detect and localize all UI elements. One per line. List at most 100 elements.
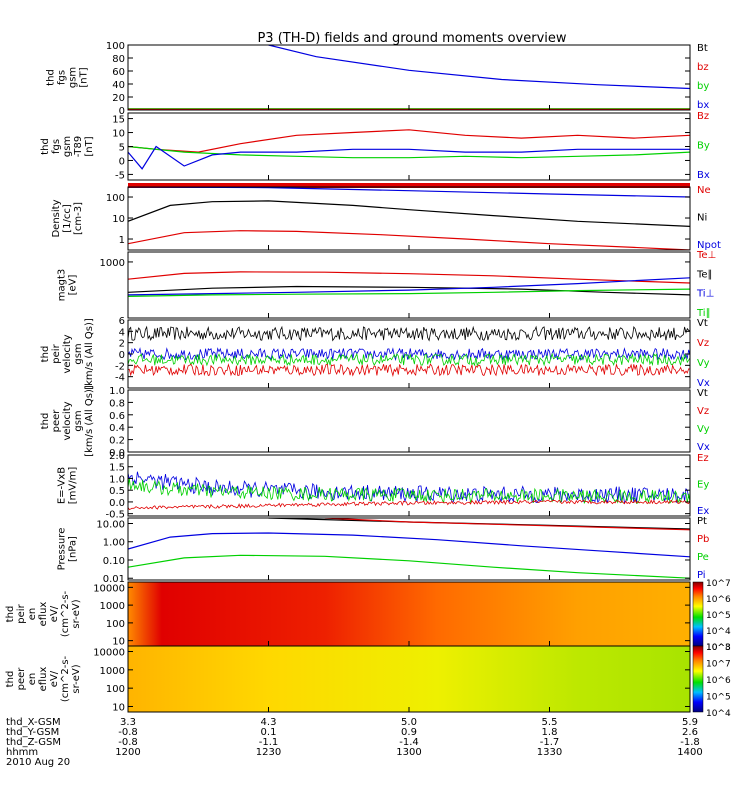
y-axis-label: peir	[51, 343, 62, 363]
series-line-Pb	[324, 518, 690, 531]
series-line-Te⊥	[128, 271, 690, 284]
legend-entry: Pi	[697, 570, 706, 581]
y-tick-label: 10000	[93, 648, 125, 659]
legend-entry: Pb	[697, 534, 709, 545]
y-axis-label: fgs	[51, 139, 62, 154]
y-tick-label: 1000	[100, 258, 125, 269]
legend-entry: Vx	[697, 378, 710, 389]
legend-entry: By	[697, 141, 710, 152]
heatmap-fill	[128, 646, 690, 712]
x-tick-value: 1330	[537, 747, 562, 758]
y-axis-label: [nPa]	[68, 536, 79, 562]
y-tick-label: -0.5	[105, 510, 125, 521]
legend-entry: Ti∥	[696, 308, 711, 319]
y-tick-label: 5	[119, 143, 125, 154]
y-axis-label: velocity	[62, 334, 73, 373]
y-tick-label: 0	[119, 350, 125, 361]
y-axis-label: eV/	[49, 605, 60, 622]
y-tick-label: 15	[112, 115, 125, 126]
x-tick-value: 0.9	[401, 727, 417, 738]
colorbar-tick-label: 10^7	[706, 660, 731, 670]
series-line-Pe	[128, 554, 690, 579]
y-tick-label: 0.01	[103, 574, 125, 585]
colorbar-tick-label: 10^5	[706, 611, 731, 621]
x-axis-row-label: thd_Z-GSM	[6, 737, 61, 748]
y-tick-label: 4	[119, 327, 125, 338]
heatmap-fill	[128, 582, 690, 646]
series-group	[128, 45, 690, 110]
panel-peir_en_eflux: 10^3 10^4 10^5 10^6 10^7 10 100 1000 10000 thd pei…	[5, 579, 731, 653]
legend-entry: Vz	[697, 406, 709, 417]
y-axis-label: gsm	[73, 410, 84, 431]
legend-entry: Pt	[697, 516, 707, 527]
legend-entry: Vt	[697, 318, 708, 329]
x-tick-value: 1230	[256, 747, 281, 758]
y-axis-label: [km/s (All Qs)]	[84, 385, 95, 457]
panel-peer_en_eflux: 10^4 10^5 10^6 10^7 10^8 10 100 1000 10000 thd pee…	[5, 643, 731, 719]
colorbar-tick-label: 10^6	[706, 595, 731, 605]
y-axis-label: eflux	[38, 602, 49, 627]
x-axis-row-label: thd_X-GSM	[6, 717, 61, 728]
x-tick-value: 5.9	[682, 717, 698, 728]
legend-entry: Vy	[697, 424, 710, 435]
y-axis-label: peer	[51, 409, 62, 433]
y-axis-label: [eV]	[68, 275, 79, 296]
colorbar	[692, 581, 704, 647]
x-tick-value: 3.3	[120, 717, 136, 728]
x-tick-value: 0.1	[261, 727, 277, 738]
y-tick-label: 10	[112, 637, 125, 648]
y-tick-label: 0.8	[109, 398, 125, 409]
y-tick-label: 100	[106, 684, 125, 695]
panel-fgs_t89: -5 0 5 10 15 thd fgs gsm -T89 [nT] Bz By Bx	[40, 111, 710, 188]
y-axis-label: [1/cc]	[62, 204, 73, 233]
y-tick-label: 100	[106, 193, 125, 204]
y-tick-label: 0.4	[109, 423, 125, 434]
panel-frame	[127, 112, 691, 181]
y-tick-label: -5	[115, 170, 125, 181]
y-tick-label: 60	[112, 67, 125, 78]
y-axis-label: thd	[40, 138, 51, 155]
legend-entry: Ti⊥	[696, 289, 714, 300]
y-axis-label: thd	[5, 671, 16, 688]
panel-peer_velocity: 0.00.2 0.40.6 0.81.0 thd peer velocity gsm [km/…	[40, 385, 710, 459]
legend-entry: Ne	[697, 185, 711, 196]
x-tick-value: 2.6	[682, 727, 698, 738]
series-line-Bt	[268, 45, 690, 90]
x-tick-value: 1400	[677, 747, 702, 758]
series-line-Pi	[128, 532, 690, 558]
colorbar-tick-label: 10^4	[706, 627, 731, 637]
x-tick-value: -1.7	[540, 737, 560, 748]
y-tick-label: 0.2	[109, 436, 125, 447]
series-group	[128, 187, 690, 250]
panel-frame	[127, 389, 691, 453]
y-tick-label: 1000	[100, 601, 125, 612]
x-tick-value: 5.0	[401, 717, 417, 728]
legend-entry: Bx	[697, 170, 710, 181]
y-axis-label: gsm	[68, 67, 79, 88]
y-tick-label: 0.6	[109, 411, 125, 422]
legend-entry: Bz	[697, 111, 709, 122]
legend-entry: Ni	[697, 213, 707, 224]
y-axis-label: en	[27, 608, 38, 621]
y-tick-label: 100	[106, 619, 125, 630]
series-line-Bz	[128, 129, 690, 153]
x-axis-row-label: thd_Y-GSM	[6, 727, 59, 738]
y-tick-label: 0.0	[109, 498, 125, 509]
legend-entry: Te⊥	[696, 250, 716, 261]
y-tick-label: 0.0	[109, 448, 125, 459]
y-tick-label: 0	[119, 156, 125, 167]
y-axis-label: peer	[16, 667, 27, 691]
series-group	[128, 518, 690, 579]
series-group	[128, 271, 690, 297]
x-tick-value: -0.8	[118, 727, 138, 738]
legend-entry: Npot	[697, 240, 721, 251]
y-tick-label: -2	[115, 361, 125, 372]
panel-temperature: 1000 magt3 [eV] Te⊥ Te∥ Ti⊥ Ti∥	[57, 250, 717, 319]
x-tick-value: 4.3	[261, 717, 277, 728]
y-tick-label: 2.0	[109, 451, 125, 462]
y-axis-label: thd	[40, 413, 51, 430]
x-tick-value: -1.8	[680, 737, 700, 748]
